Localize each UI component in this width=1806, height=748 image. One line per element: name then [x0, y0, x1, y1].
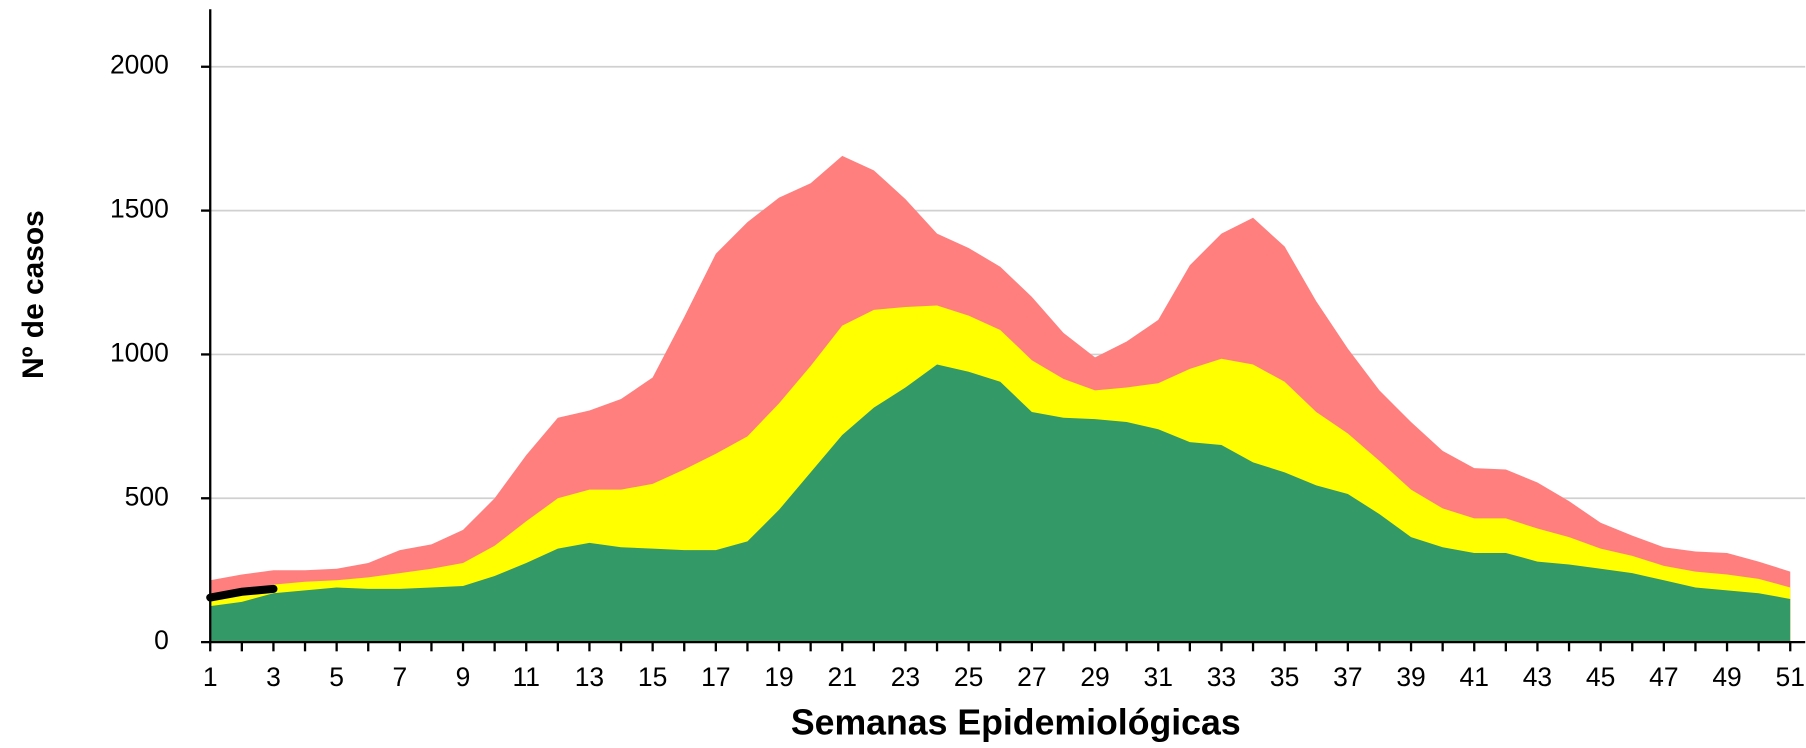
x-tick-label: 37 — [1333, 662, 1362, 692]
x-tick-label: 41 — [1460, 662, 1489, 692]
y-tick-label: 2000 — [110, 50, 169, 80]
y-tick-label: 1500 — [110, 194, 169, 224]
x-tick-label: 39 — [1396, 662, 1425, 692]
x-tick-label: 51 — [1776, 662, 1805, 692]
x-tick-label: 17 — [701, 662, 730, 692]
x-tick-label: 21 — [828, 662, 857, 692]
current-line — [206, 584, 278, 602]
x-tick-label: 5 — [329, 662, 344, 692]
x-tick-label: 3 — [266, 662, 281, 692]
x-tick-label: 35 — [1270, 662, 1299, 692]
x-tick-label: 9 — [456, 662, 471, 692]
x-tick-label: 23 — [891, 662, 920, 692]
y-tick-label: 1000 — [110, 337, 169, 367]
x-tick-label: 43 — [1523, 662, 1552, 692]
x-tick-label: 45 — [1586, 662, 1615, 692]
area — [210, 364, 1791, 643]
x-tick-label: 31 — [1144, 662, 1173, 692]
x-tick-label: 7 — [392, 662, 407, 692]
x-tick-label: 27 — [1017, 662, 1046, 692]
y-tick-label: 0 — [154, 625, 169, 655]
y-tick-label: 500 — [125, 481, 169, 511]
x-tick-label: 29 — [1080, 662, 1109, 692]
x-axis-title: Semanas Epidemiológicas — [791, 702, 1241, 742]
x-tick-label: 11 — [513, 662, 540, 692]
x-tick-label: 1 — [203, 662, 218, 692]
x-tick-label: 15 — [638, 662, 667, 692]
x-tick-label: 25 — [954, 662, 983, 692]
y-axis-title: Nº de casos — [17, 210, 50, 379]
x-tick-label: 33 — [1207, 662, 1236, 692]
x-tick-label: 49 — [1712, 662, 1741, 692]
x-tick-label: 19 — [764, 662, 793, 692]
x-tick-label: 47 — [1649, 662, 1678, 692]
x-tick-label: 13 — [575, 662, 604, 692]
